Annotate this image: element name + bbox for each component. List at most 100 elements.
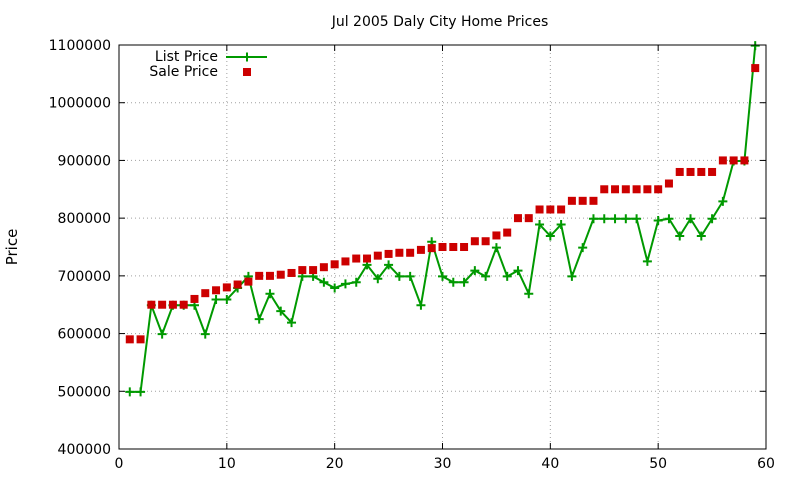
sale-price-point (751, 64, 760, 73)
sale-price-point (578, 196, 587, 205)
sale-price-point (233, 280, 242, 289)
list-price-point (718, 196, 728, 206)
list-price-point (351, 277, 361, 287)
list-price-point (610, 214, 620, 224)
sale-price-point (438, 243, 447, 251)
sale-price-point (546, 205, 555, 214)
list-price-point (750, 41, 760, 51)
list-price-point (448, 277, 458, 287)
sale-price-point (492, 231, 501, 240)
list-price-point (340, 279, 350, 289)
sale-price-point (147, 300, 156, 309)
y-tick-label: 800000 (58, 211, 111, 227)
list-price-point (276, 306, 286, 316)
data-series (125, 41, 760, 397)
list-price-point (416, 300, 426, 310)
sale-price-point (363, 254, 372, 263)
legend-marker-sale-price (243, 68, 251, 76)
sale-price-point (481, 237, 490, 246)
sale-price-point (136, 335, 145, 344)
sale-price-point (287, 268, 296, 277)
chart-title: Jul 2005 Daly City Home Prices (331, 14, 549, 30)
list-price-point (200, 329, 210, 339)
sale-price-point (524, 214, 533, 223)
sale-price-point (384, 249, 393, 258)
legend-entry-list-price: List Price (155, 49, 267, 65)
list-price-point (621, 214, 631, 224)
sale-price-point (675, 167, 684, 176)
list-price-point (265, 289, 275, 299)
sale-price-point (373, 251, 382, 260)
plot-frame (118, 44, 767, 450)
list-price-point (556, 219, 566, 229)
x-tick-label: 30 (434, 456, 452, 472)
sale-price-point (265, 271, 274, 280)
y-tick-label: 400000 (58, 442, 111, 458)
sale-price-point (190, 294, 199, 303)
x-tick-label: 20 (326, 456, 344, 472)
list-price-point (664, 214, 674, 224)
sale-price-point (664, 179, 673, 188)
list-price-point (384, 260, 394, 270)
legend-label-sale-price: Sale Price (149, 64, 218, 80)
x-tick-label: 40 (541, 456, 559, 472)
list-price-point (405, 271, 415, 281)
list-price-point (254, 314, 264, 324)
list-price-point (513, 266, 523, 276)
legend-label-list-price: List Price (155, 49, 218, 65)
sale-price-point (697, 167, 706, 176)
y-tick-label: 700000 (58, 269, 111, 285)
sale-price-point (125, 335, 134, 344)
list-price-point (707, 214, 717, 224)
sale-price-point (686, 167, 695, 176)
list-price-point (567, 271, 577, 281)
list-price-point (481, 271, 491, 281)
list-price-point (136, 387, 146, 397)
sale-price-point (643, 185, 652, 194)
sale-price-point (470, 237, 479, 246)
sale-price-point (222, 283, 231, 292)
sale-price-point (212, 286, 221, 295)
list-price-point (545, 231, 555, 241)
sale-price-point (449, 243, 458, 251)
sale-price-point (395, 248, 404, 257)
list-price-point (588, 214, 598, 224)
sale-price-point (330, 260, 339, 269)
sale-price-point (427, 244, 436, 253)
sale-price-point (352, 254, 361, 263)
sale-price-point (611, 185, 620, 194)
legend-marker-list-price (242, 52, 252, 62)
grid-lines (119, 45, 766, 449)
list-price-point (491, 243, 501, 253)
list-price-point (373, 274, 383, 284)
y-tick-label: 600000 (58, 327, 111, 343)
list-price-point (157, 329, 167, 339)
x-tick-label: 50 (649, 456, 667, 472)
sale-price-point (503, 228, 512, 237)
list-price-point (632, 214, 642, 224)
sale-price-point (513, 214, 522, 223)
x-tick-label: 10 (218, 456, 236, 472)
list-price-point (319, 277, 329, 287)
x-tick-label: 60 (757, 456, 775, 472)
list-price-point (578, 243, 588, 253)
sale-price-point (621, 185, 630, 194)
sale-price-point (168, 300, 177, 309)
y-axis-label: Price (3, 229, 21, 266)
sale-price-point (460, 243, 469, 251)
list-price-point (394, 271, 404, 281)
x-tick-label: 0 (115, 456, 124, 472)
sale-price-point (406, 248, 415, 257)
sale-price-point (632, 185, 641, 194)
sale-price-point (708, 167, 717, 176)
list-price-point (653, 215, 663, 225)
y-tick-label: 1000000 (49, 96, 111, 112)
list-price-point (287, 318, 297, 328)
list-price-point (502, 271, 512, 281)
list-price-point (438, 271, 447, 281)
sale-price-point (255, 271, 264, 280)
list-price-point (330, 283, 340, 293)
sale-price-point (276, 270, 285, 279)
sale-price-point (298, 266, 307, 275)
